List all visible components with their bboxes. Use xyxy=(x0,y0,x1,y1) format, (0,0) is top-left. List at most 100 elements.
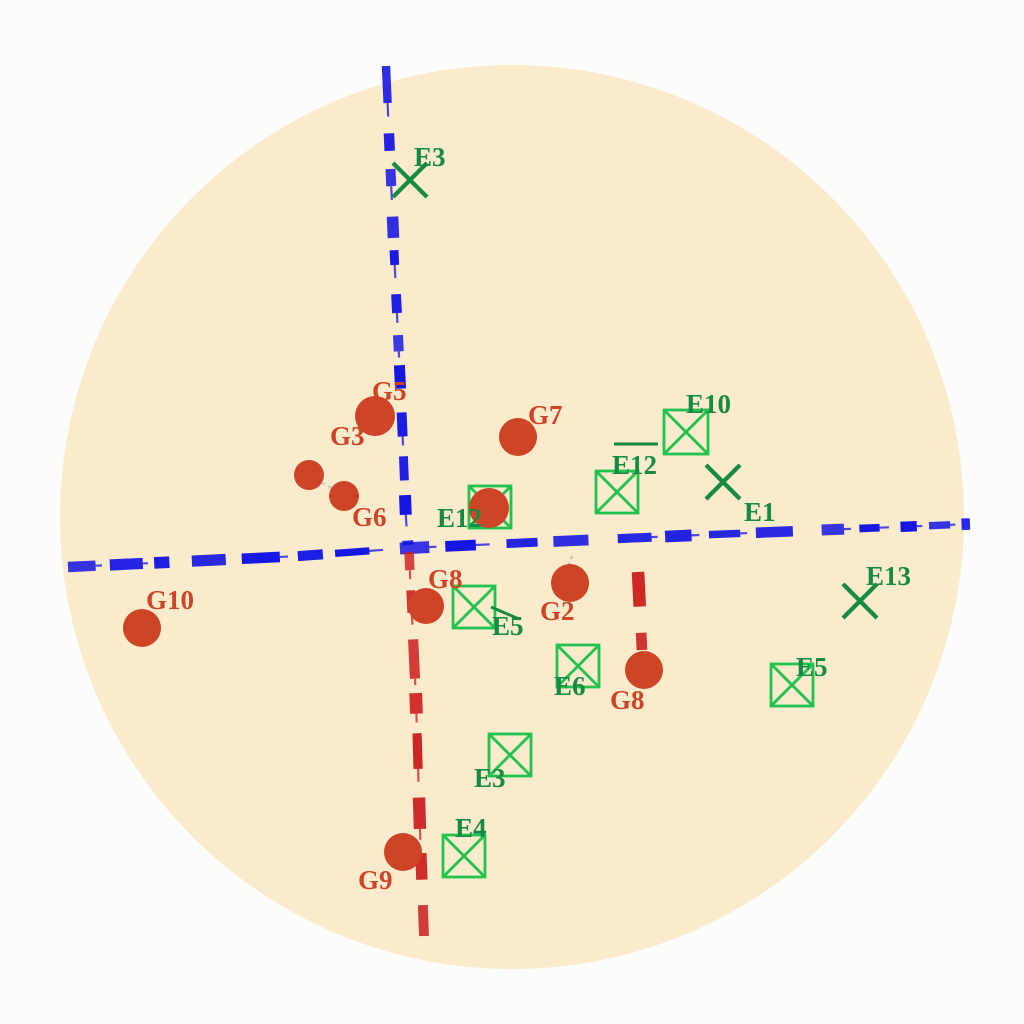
vertical-red-dashed-track-dash xyxy=(408,639,421,679)
horizontal-blue-dashed-track-dash xyxy=(617,532,652,544)
vertical-blue-dashed-track-dash xyxy=(383,133,395,152)
ground-truth-label-g8-7: G8 xyxy=(610,685,645,715)
vertical-blue-dashed-track-tail xyxy=(393,264,397,279)
estimate-square-label-e12-1: E12 xyxy=(612,450,658,480)
vertical-blue-dashed-track-dash xyxy=(399,494,412,516)
horizontal-blue-dashed-track-dash xyxy=(928,521,951,530)
g8-short-red-dashed-track-dash xyxy=(635,632,648,651)
ground-truth-dot-g9[interactable] xyxy=(384,833,422,871)
vertical-blue-dashed-track-tail xyxy=(404,514,408,527)
estimate-square-e12[interactable] xyxy=(594,442,658,515)
estimate-cross-label-e1-1: E1 xyxy=(744,497,776,527)
horizontal-blue-dashed-track-tail xyxy=(369,548,384,552)
ground-truth-label-g5-0: G5 xyxy=(372,376,407,406)
ground-truth-label-g7-3: G7 xyxy=(528,400,563,430)
horizontal-blue-dashed-track-dash xyxy=(334,547,370,557)
g8-short-red-dashed-track-dash xyxy=(631,571,647,607)
ground-truth-dot-g3[interactable] xyxy=(294,460,324,490)
vertical-red-dashed-track-dash xyxy=(404,551,415,571)
horizontal-blue-dashed-track-dash xyxy=(445,539,477,552)
horizontal-blue-dashed-track-dash xyxy=(859,523,880,533)
vertical-blue-dashed-track-dash xyxy=(391,293,402,314)
square-diagonal-1 xyxy=(452,585,496,629)
horizontal-blue-dashed-track-dash xyxy=(191,553,227,567)
ground-truth-label-g10-8: G10 xyxy=(146,585,195,615)
estimate-cross-e13[interactable] xyxy=(841,582,879,620)
ground-truth-label-g9-9: G9 xyxy=(358,865,393,895)
square-outline xyxy=(769,662,815,708)
estimate-square-e5[interactable] xyxy=(451,584,520,630)
vertical-blue-dashed-track-dash xyxy=(393,364,407,389)
square-diagonal-1 xyxy=(663,409,709,455)
square-outline xyxy=(662,408,710,456)
ground-truth-dot-g10[interactable] xyxy=(123,609,161,647)
square-outline xyxy=(487,732,533,778)
square-diagonal-1 xyxy=(770,663,814,707)
markers-layer xyxy=(391,161,879,879)
label-leader-line xyxy=(490,605,520,621)
estimate-cross-e1[interactable] xyxy=(704,463,742,501)
estimate-cross-e3[interactable] xyxy=(391,161,429,199)
horizontal-blue-dashed-track-dash xyxy=(821,523,845,536)
horizontal-blue-dashed-track-dash xyxy=(553,534,589,547)
estimate-square-e5[interactable] xyxy=(769,662,815,708)
ground-truth-dot-g6[interactable] xyxy=(329,481,359,511)
vertical-blue-dashed-track-dash xyxy=(386,216,400,239)
vertical-red-dashed-track-dash xyxy=(417,904,429,937)
estimate-square-label-e5-3: E5 xyxy=(492,611,524,641)
vertical-blue-dashed-track-dash xyxy=(385,168,397,187)
cross-stroke-1 xyxy=(841,582,879,620)
ground-truth-dot-g8[interactable] xyxy=(625,651,663,689)
vertical-blue-dashed-track-dash xyxy=(381,65,392,104)
estimate-square-label-e10-0: E10 xyxy=(686,389,732,419)
horizontal-blue-dashed-track-dash xyxy=(241,551,281,565)
estimate-cross-label-e3-0: E3 xyxy=(414,142,446,172)
ground-truth-label-g8-6: G8 xyxy=(428,564,463,594)
estimate-square-e6[interactable] xyxy=(555,643,601,689)
cross-stroke-1 xyxy=(704,463,742,501)
vertical-red-dashed-track-dash xyxy=(412,733,423,769)
square-diagonal-1 xyxy=(595,470,639,514)
horizontal-blue-dashed-track-dash xyxy=(399,541,430,555)
horizontal-blue-dashed-track-dash xyxy=(664,529,692,543)
ground-truth-dot-g7[interactable] xyxy=(499,418,537,456)
estimate-square-label-e6-4: E6 xyxy=(554,671,586,701)
estimate-square-e3[interactable] xyxy=(487,732,533,778)
estimate-square-label-e5-5: E5 xyxy=(796,652,828,682)
estimate-square-e4[interactable] xyxy=(441,833,487,879)
estimate-square-label-e4-7: E4 xyxy=(455,813,487,843)
vertical-blue-dashed-track-tail xyxy=(390,186,393,200)
ground-truth-label-g3-1: G3 xyxy=(330,421,365,451)
vertical-blue-dashed-track-dash xyxy=(389,249,400,266)
horizontal-blue-dashed-track-dash xyxy=(297,549,324,562)
horizontal-blue-dashed-track-dash xyxy=(109,557,144,571)
square-outline xyxy=(451,584,497,630)
ground-truth-label-g2-5: G2 xyxy=(540,596,575,626)
vertical-blue-dashed-track-dash xyxy=(399,456,409,481)
vertical-blue-dashed-track-dash xyxy=(393,334,404,352)
square-diagonal-1 xyxy=(442,834,486,878)
estimate-square-e10[interactable] xyxy=(662,408,710,456)
square-diagonal-1 xyxy=(556,644,600,688)
ground-truth-dot-e12[interactable] xyxy=(469,488,509,528)
estimate-square-label-e3-6: E3 xyxy=(474,763,506,793)
square-diagonal-1 xyxy=(488,733,532,777)
square-outline xyxy=(594,469,640,515)
estimate-cross-label-e13-2: E13 xyxy=(866,561,912,591)
ground-truth-dot-g8[interactable] xyxy=(408,588,444,624)
ground-truth-dot-g2[interactable] xyxy=(551,564,589,602)
horizontal-blue-dashed-track-dash xyxy=(708,529,741,539)
square-outline xyxy=(441,833,487,879)
horizontal-blue-dashed-track-dash xyxy=(153,556,170,569)
horizontal-blue-dashed-track-dash xyxy=(755,525,794,538)
vertical-red-dashed-track-dash xyxy=(409,692,423,714)
ground-truth-dot-g5[interactable] xyxy=(355,396,395,436)
tracks-layer xyxy=(67,65,971,937)
vertical-blue-dashed-track-tail xyxy=(386,103,390,117)
vertical-blue-dashed-track-dash xyxy=(396,412,408,437)
horizontal-blue-dashed-track-dash xyxy=(506,537,538,549)
square-outline xyxy=(555,643,601,689)
horizontal-blue-dashed-track-dash xyxy=(900,521,918,532)
